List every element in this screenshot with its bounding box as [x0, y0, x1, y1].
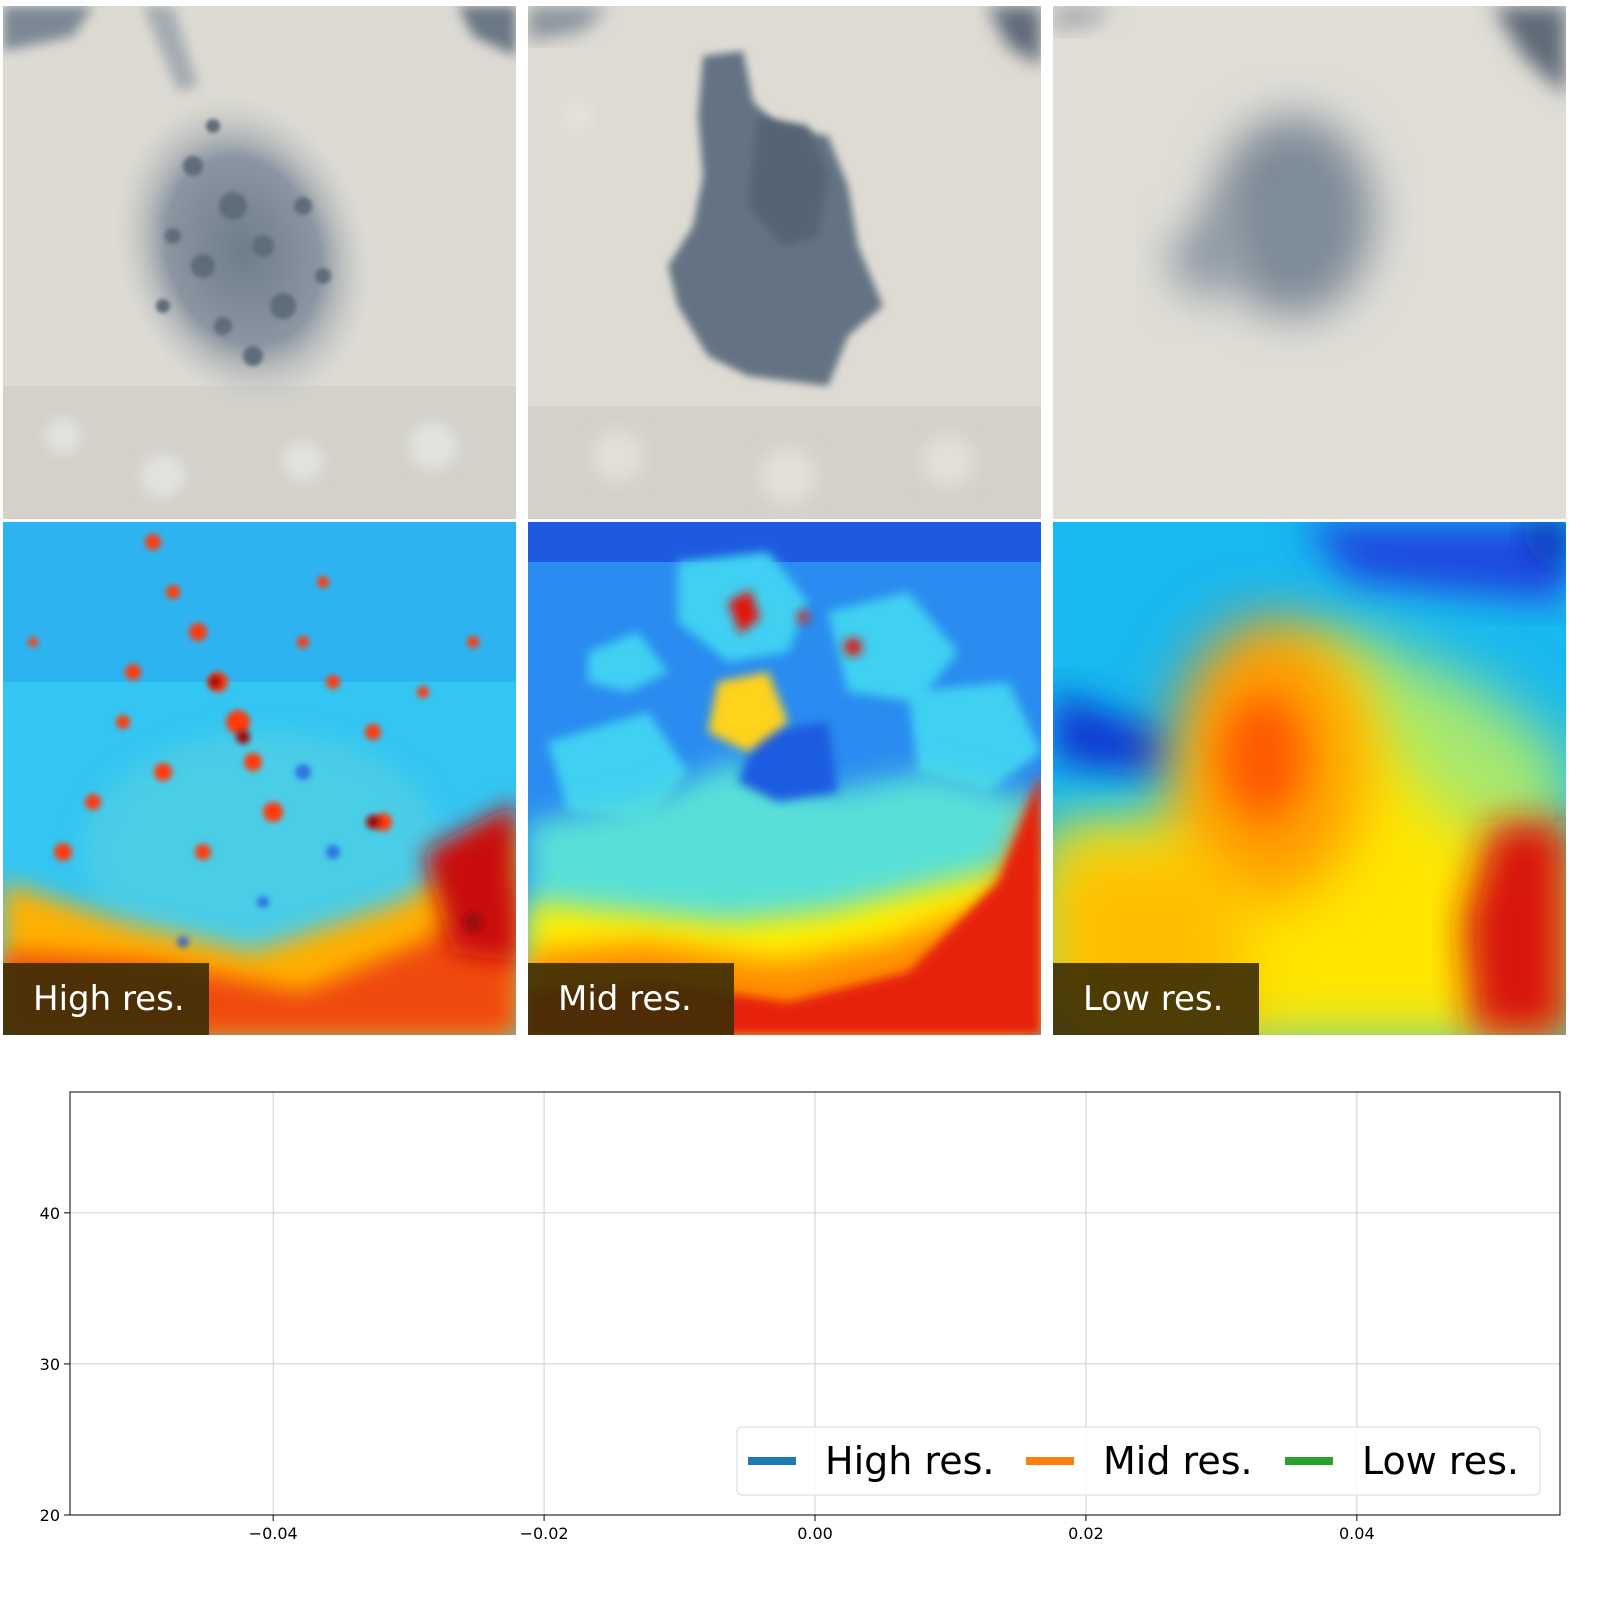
- x-tick-label: 0.02: [1068, 1524, 1104, 1543]
- resolution-label-mid: Mid res.: [528, 963, 734, 1035]
- rgb-image-high: [3, 6, 516, 519]
- legend: High res. Mid res. Low res.: [736, 1426, 1541, 1496]
- axis-ticks: −0.04 −0.02 0.00 0.02 0.04 20 30 40: [40, 1204, 1375, 1543]
- resolution-label-low: Low res.: [1053, 963, 1259, 1035]
- y-tick-label: 40: [40, 1204, 60, 1223]
- x-tick-label: 0.00: [797, 1524, 833, 1543]
- depth-map-low: Low res.: [1053, 522, 1566, 1035]
- y-tick-label: 30: [40, 1355, 60, 1374]
- x-tick-label: −0.04: [249, 1524, 298, 1543]
- rgb-image-mid: [528, 6, 1041, 519]
- x-tick-label: 0.04: [1339, 1524, 1375, 1543]
- legend-label: Mid res.: [1103, 1439, 1253, 1483]
- depth-map-high: High res.: [3, 522, 516, 1035]
- y-tick-label: 20: [40, 1506, 60, 1525]
- depth-map-mid: Mid res.: [528, 522, 1041, 1035]
- x-tick-label: −0.02: [520, 1524, 569, 1543]
- legend-box: [736, 1426, 1541, 1496]
- legend-label: High res.: [825, 1439, 994, 1483]
- legend-label: Low res.: [1362, 1439, 1519, 1483]
- resolution-label-high: High res.: [3, 963, 209, 1035]
- rgb-image-low: [1053, 6, 1566, 519]
- line-chart: −0.04 −0.02 0.00 0.02 0.04 20 30 40 High res. Mi…: [40, 1091, 1561, 1543]
